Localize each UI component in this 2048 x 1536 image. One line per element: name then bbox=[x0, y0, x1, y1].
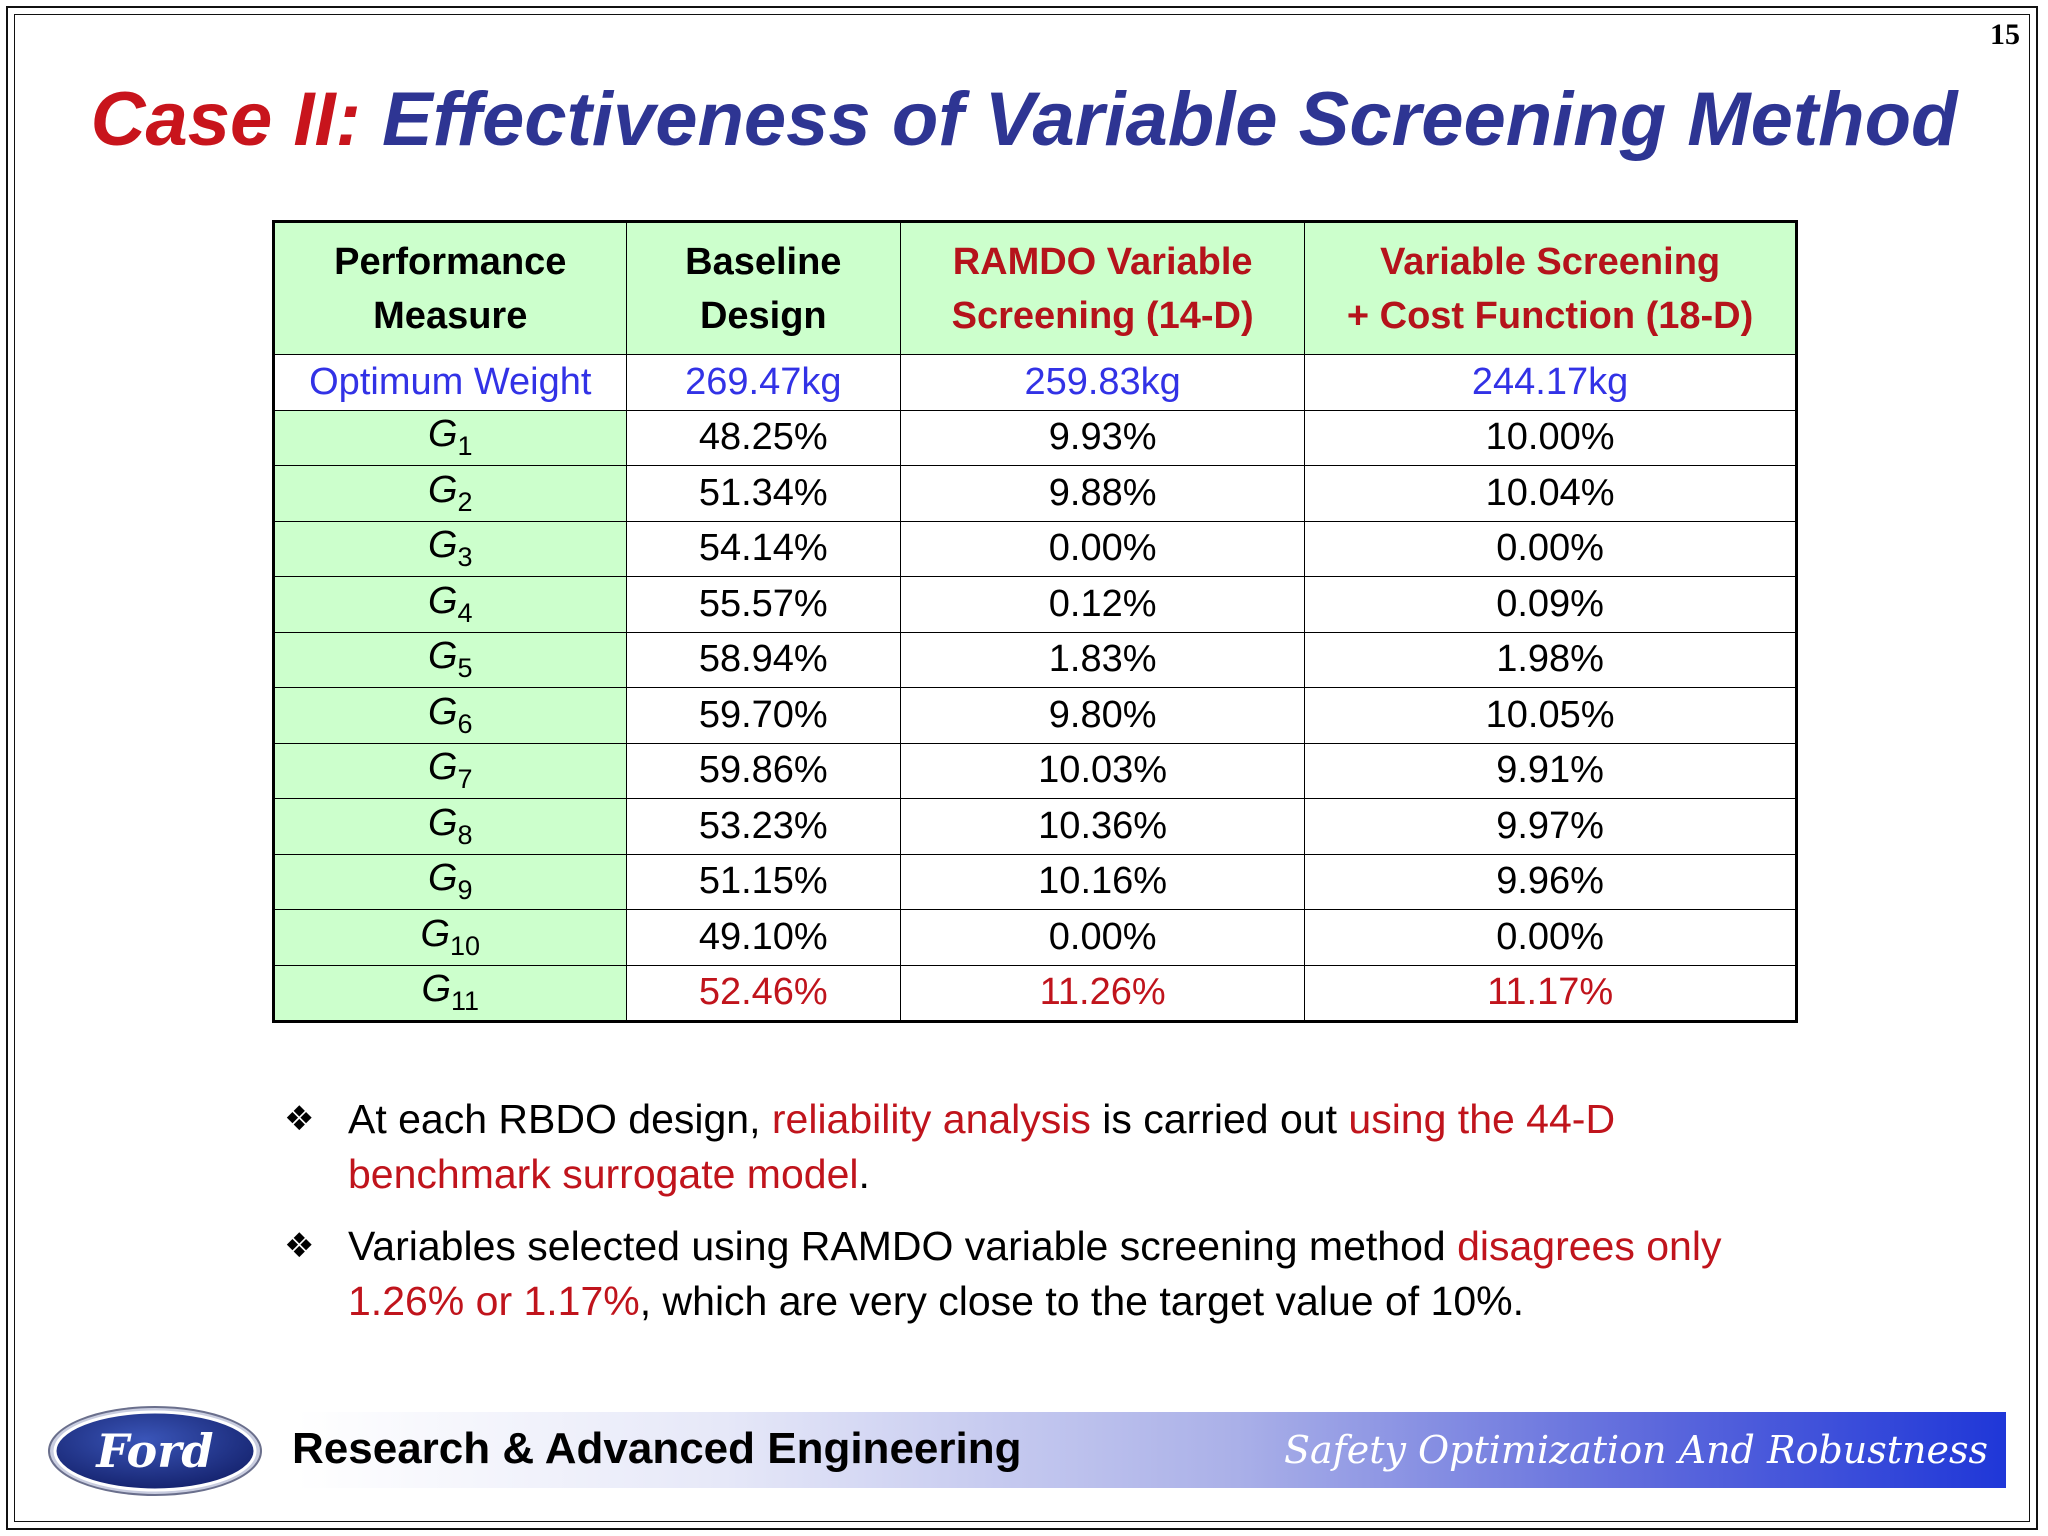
ramdo-value: 11.26% bbox=[900, 964, 1306, 1022]
constraint-symbol: G6 bbox=[273, 687, 627, 744]
ramdo-value: 9.93% bbox=[900, 409, 1306, 466]
baseline-value: 51.34% bbox=[625, 465, 902, 522]
ramdo-value: 10.16% bbox=[900, 853, 1306, 910]
weight-screening-cost: 244.17kg bbox=[1304, 354, 1797, 411]
ramdo-value: 1.83% bbox=[900, 631, 1306, 688]
screening-cost-value: 9.97% bbox=[1304, 798, 1797, 855]
table-row-optimum-weight: Optimum Weight 269.47kg 259.83kg 244.17k… bbox=[273, 354, 1797, 411]
bullet-item: ❖ Variables selected using RAMDO variable… bbox=[284, 1219, 1824, 1329]
constraint-symbol: G7 bbox=[273, 742, 627, 799]
baseline-value: 59.70% bbox=[625, 687, 902, 744]
table-row: G4 55.57% 0.12% 0.09% bbox=[273, 576, 1797, 633]
screening-cost-value: 0.09% bbox=[1304, 576, 1797, 633]
header-ramdo-screening: RAMDO Variable Screening (14-D) bbox=[900, 221, 1306, 355]
slide-outer-border bbox=[6, 6, 2038, 1530]
screening-cost-value: 10.04% bbox=[1304, 465, 1797, 522]
table-row: G11 52.46% 11.26% 11.17% bbox=[273, 964, 1797, 1022]
ramdo-value: 0.00% bbox=[900, 909, 1306, 966]
baseline-value: 51.15% bbox=[625, 853, 902, 910]
baseline-value: 52.46% bbox=[625, 964, 902, 1022]
table-row: G5 58.94% 1.83% 1.98% bbox=[273, 631, 1797, 688]
footer-gradient-band bbox=[296, 1412, 2006, 1488]
baseline-value: 48.25% bbox=[625, 409, 902, 466]
baseline-value: 49.10% bbox=[625, 909, 902, 966]
table-row: G6 59.70% 9.80% 10.05% bbox=[273, 687, 1797, 744]
weight-baseline: 269.47kg bbox=[625, 354, 902, 411]
table-row: G1 48.25% 9.93% 10.00% bbox=[273, 409, 1797, 466]
ramdo-value: 10.03% bbox=[900, 742, 1306, 799]
table-header-row: Performance Measure Baseline Design RAMDO … bbox=[273, 221, 1797, 355]
bullet-diamond-icon: ❖ bbox=[284, 1099, 315, 1139]
weight-label: Optimum Weight bbox=[273, 354, 627, 411]
weight-ramdo: 259.83kg bbox=[900, 354, 1306, 411]
baseline-value: 54.14% bbox=[625, 520, 902, 577]
constraint-symbol: G10 bbox=[273, 909, 627, 966]
baseline-value: 53.23% bbox=[625, 798, 902, 855]
ramdo-value: 0.00% bbox=[900, 520, 1306, 577]
header-baseline-design: Baseline Design bbox=[625, 221, 902, 355]
table-row: G7 59.86% 10.03% 9.91% bbox=[273, 742, 1797, 799]
screening-cost-value: 1.98% bbox=[1304, 631, 1797, 688]
table-row: G3 54.14% 0.00% 0.00% bbox=[273, 520, 1797, 577]
ramdo-value: 9.88% bbox=[900, 465, 1306, 522]
screening-cost-value: 0.00% bbox=[1304, 520, 1797, 577]
screening-cost-value: 0.00% bbox=[1304, 909, 1797, 966]
title-case-label: Case II: bbox=[90, 77, 361, 162]
constraint-symbol: G2 bbox=[273, 465, 627, 522]
table-row: G9 51.15% 10.16% 9.96% bbox=[273, 853, 1797, 910]
baseline-value: 59.86% bbox=[625, 742, 902, 799]
footer-tagline: Safety Optimization And Robustness bbox=[1283, 1428, 1988, 1472]
slide-title: Case II: Effectiveness of Variable Scree… bbox=[0, 76, 2048, 163]
constraint-symbol: G11 bbox=[273, 964, 627, 1022]
bullet-item: ❖ At each RBDO design, reliability analys… bbox=[284, 1092, 1824, 1202]
constraint-symbol: G8 bbox=[273, 798, 627, 855]
header-performance-measure: Performance Measure bbox=[273, 221, 627, 355]
ramdo-value: 0.12% bbox=[900, 576, 1306, 633]
constraint-symbol: G3 bbox=[273, 520, 627, 577]
screening-cost-value: 9.91% bbox=[1304, 742, 1797, 799]
footer-research-label: Research & Advanced Engineering bbox=[292, 1424, 1022, 1473]
constraint-symbol: G4 bbox=[273, 576, 627, 633]
constraint-symbol: G9 bbox=[273, 853, 627, 910]
ford-logo-text: Ford bbox=[94, 1424, 213, 1478]
baseline-value: 55.57% bbox=[625, 576, 902, 633]
ford-logo-icon: Ford bbox=[48, 1406, 262, 1496]
baseline-value: 58.94% bbox=[625, 631, 902, 688]
screening-cost-value: 11.17% bbox=[1304, 964, 1797, 1022]
constraint-symbol: G1 bbox=[273, 409, 627, 466]
slide-inner-border bbox=[14, 14, 2030, 1522]
performance-table: Performance Measure Baseline Design RAMDO … bbox=[272, 220, 1798, 1023]
table-row: G10 49.10% 0.00% 0.00% bbox=[273, 909, 1797, 966]
screening-cost-value: 9.96% bbox=[1304, 853, 1797, 910]
header-screening-cost-function: Variable Screening + Cost Function (18-D) bbox=[1304, 221, 1797, 355]
table-row: G8 53.23% 10.36% 9.97% bbox=[273, 798, 1797, 855]
title-main: Effectiveness of Variable Screening Meth… bbox=[382, 77, 1958, 162]
bullet-diamond-icon: ❖ bbox=[284, 1226, 315, 1266]
table-row: G2 51.34% 9.88% 10.04% bbox=[273, 465, 1797, 522]
constraint-symbol: G5 bbox=[273, 631, 627, 688]
screening-cost-value: 10.00% bbox=[1304, 409, 1797, 466]
ramdo-value: 9.80% bbox=[900, 687, 1306, 744]
ramdo-value: 10.36% bbox=[900, 798, 1306, 855]
screening-cost-value: 10.05% bbox=[1304, 687, 1797, 744]
page-number: 15 bbox=[1990, 18, 2020, 51]
bullet-list: ❖ At each RBDO design, reliability analys… bbox=[284, 1092, 1824, 1346]
